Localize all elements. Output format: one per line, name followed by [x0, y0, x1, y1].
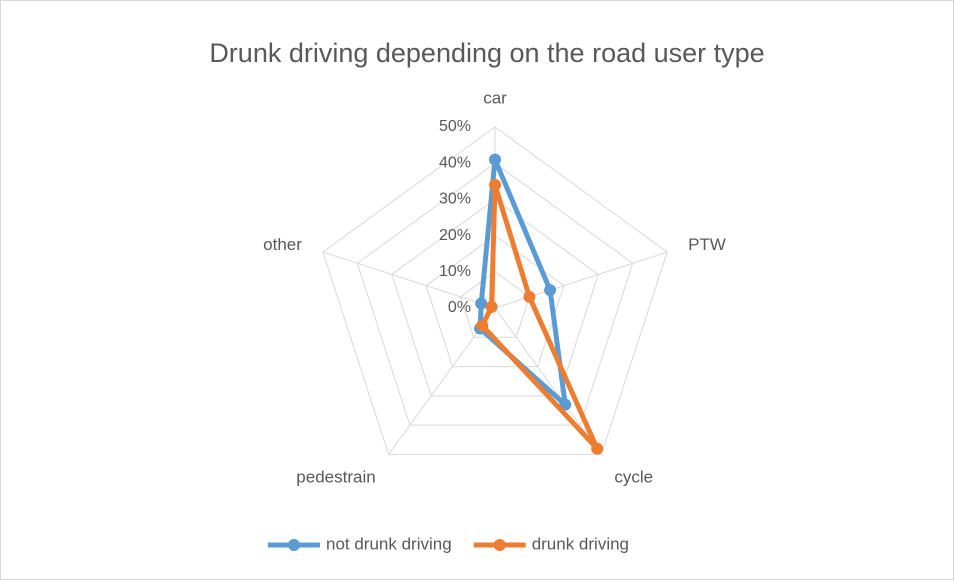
category-label: other: [263, 235, 302, 254]
series-marker: [523, 290, 536, 303]
category-label: PTW: [688, 235, 726, 254]
grid-ring: [425, 234, 565, 368]
legend-marker: [288, 539, 300, 551]
spoke: [494, 251, 668, 309]
series-marker: [591, 442, 604, 455]
spoke: [494, 307, 602, 455]
grid-ring: [322, 126, 668, 455]
category-label: pedestrain: [296, 468, 375, 487]
chart-title: Drunk driving depending on the road user…: [209, 38, 764, 68]
series-line: [479, 182, 600, 452]
grid-ring: [391, 198, 599, 397]
r-tick-label: 0%: [448, 299, 471, 316]
r-tick-label: 10%: [439, 263, 471, 280]
series-marker: [476, 319, 489, 332]
series-marker: [485, 300, 498, 313]
r-tick-label: 30%: [439, 191, 471, 208]
legend-label: not drunk driving: [326, 534, 452, 553]
series-marker: [489, 153, 501, 166]
category-label: car: [483, 88, 507, 107]
legend-label: drunk driving: [532, 534, 629, 553]
spoke: [322, 251, 496, 309]
r-tick-label: 40%: [439, 154, 471, 171]
grid-ring: [356, 162, 634, 426]
r-tick-label: 20%: [439, 227, 471, 244]
category-label: cycle: [614, 468, 653, 487]
series-marker: [475, 297, 488, 310]
series-marker: [544, 284, 557, 297]
r-tick-label: 50%: [439, 118, 471, 135]
series-marker: [489, 178, 501, 191]
legend-marker: [493, 539, 506, 551]
